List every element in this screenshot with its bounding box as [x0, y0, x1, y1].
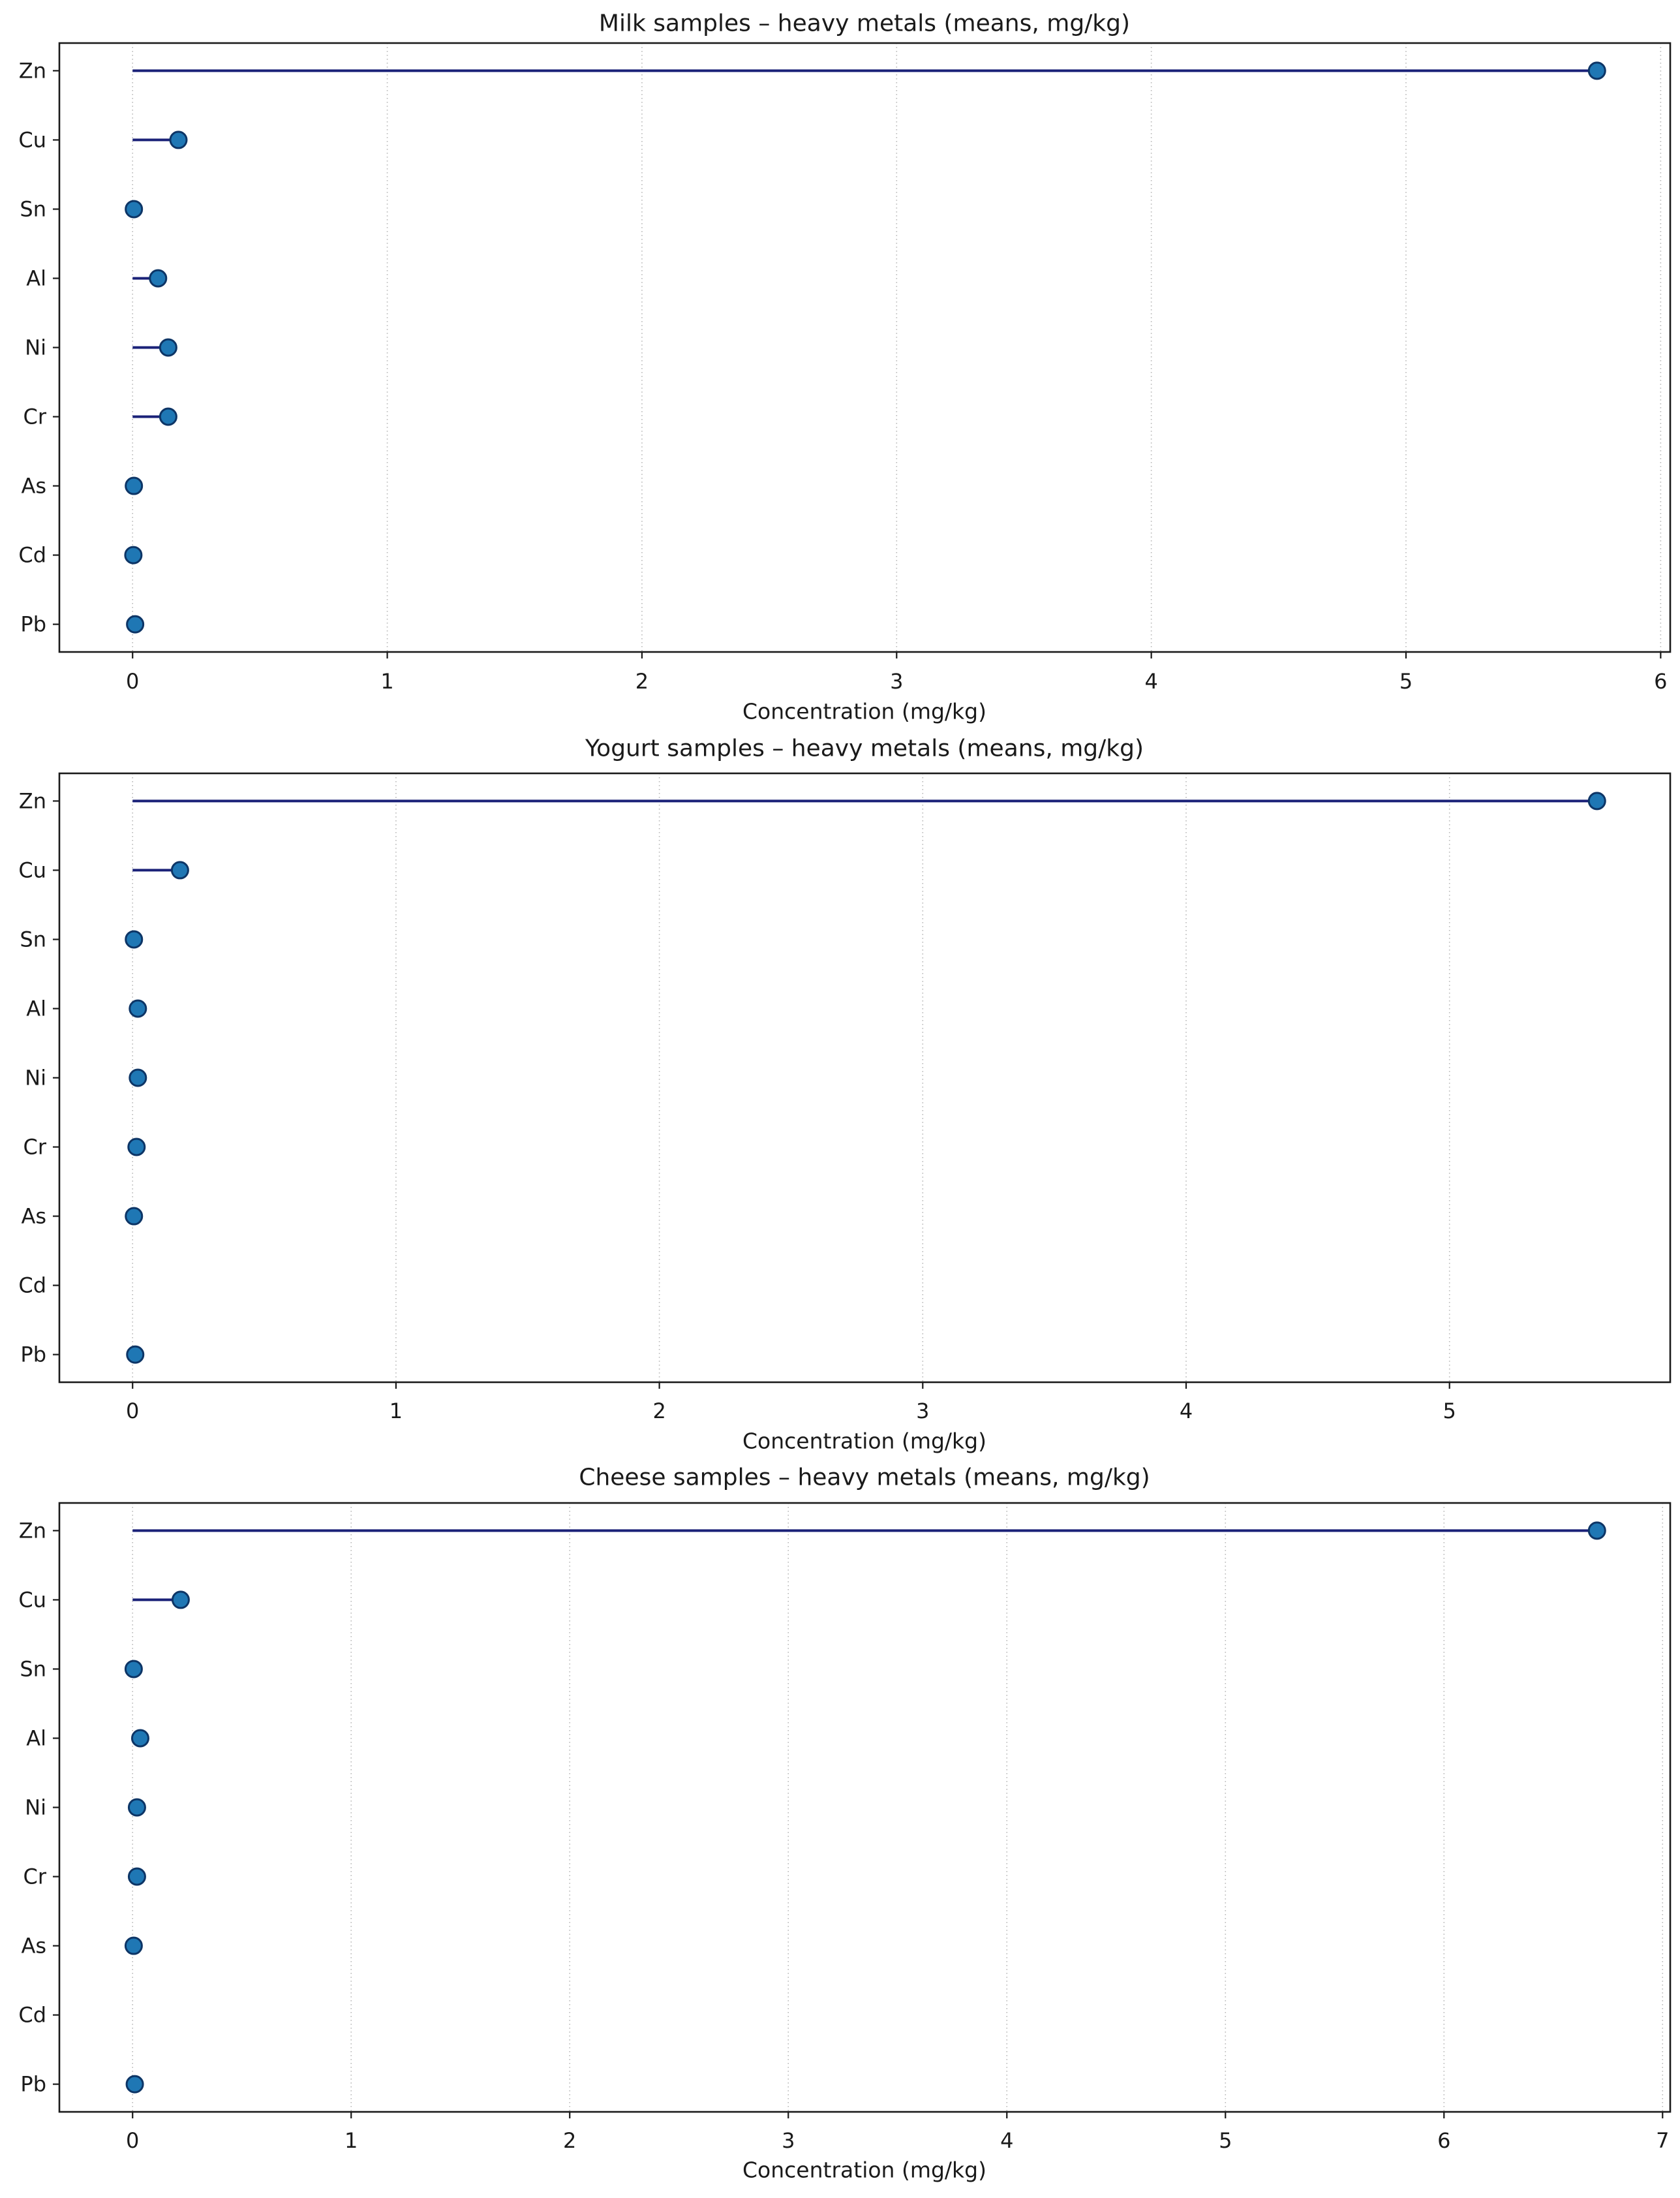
- as-dot: [125, 1207, 144, 1226]
- x-tick-label-5: 5: [1219, 2128, 1232, 2153]
- x-tick-label-3: 3: [916, 1399, 929, 1423]
- y-tick-label-zn: Zn: [19, 788, 46, 813]
- x-tick-label-1: 1: [389, 1399, 403, 1423]
- chart-milk-xaxis-label: Concentration (mg/kg): [742, 699, 986, 724]
- chart-milk-plot: 0 1 2 3 4 5 6 Zn Cu Sn Al Ni Cr As Cd Pb: [18, 42, 1672, 694]
- y-tick-label-cr: Cr: [23, 405, 47, 429]
- x-tick-label-5: 5: [1443, 1399, 1456, 1423]
- x-tick-label-7: 7: [1656, 2128, 1669, 2153]
- sn-dot: [124, 1660, 143, 1679]
- sn-dot: [125, 200, 144, 219]
- cu-dot: [171, 1590, 190, 1609]
- chart-yogurt-plot: 0 1 2 3 4 5 Zn Cu Sn Al Ni Cr As Cd Pb: [18, 772, 1672, 1423]
- y-tick-label-ni: Ni: [25, 335, 46, 360]
- chart-milk-title: Milk samples – heavy metals (means, mg/k…: [599, 10, 1130, 37]
- x-tick-label-2: 2: [652, 1399, 665, 1423]
- x-tick-label-2: 2: [563, 2128, 576, 2153]
- y-tick-label-al: Al: [26, 1726, 46, 1750]
- pb-dot: [125, 2075, 144, 2094]
- y-tick-label-pb: Pb: [20, 2072, 46, 2097]
- y-tick-label-ni: Ni: [25, 1066, 46, 1091]
- y-tick-label-cd: Cd: [18, 543, 46, 568]
- x-tick-label-6: 6: [1654, 669, 1667, 694]
- pb-dot: [126, 615, 145, 634]
- ni-dot: [127, 1798, 146, 1817]
- chart-cheese-plot: 0 1 2 3 4 5 6 7 Zn Cu Sn Al Ni Cr As Cd Pb: [18, 1502, 1672, 2153]
- y-tick-label-as: As: [21, 1204, 46, 1229]
- chart-cheese-xaxis-label: Concentration (mg/kg): [742, 2158, 986, 2183]
- chart-yogurt-title: Yogurt samples – heavy metals (means, mg…: [585, 735, 1144, 762]
- chart-milk: 0 1 2 3 4 5 6 Zn Cu Sn Al Ni Cr As Cd Pb Milk samples –…: [18, 10, 1672, 724]
- cd-dot: [124, 546, 143, 565]
- x-tick-label-4: 4: [1144, 669, 1157, 694]
- pb-dot: [126, 1345, 145, 1364]
- chart-cheese-title: Cheese samples – heavy metals (means, mg…: [579, 1464, 1150, 1491]
- cr-dot: [159, 407, 177, 426]
- x-tick-label-1: 1: [380, 669, 393, 694]
- y-tick-label-pb: Pb: [20, 1342, 46, 1367]
- y-tick-label-cd: Cd: [18, 2003, 46, 2028]
- x-tick-label-2: 2: [635, 669, 649, 694]
- y-tick-label-zn: Zn: [19, 58, 46, 83]
- y-tick-label-cu: Cu: [18, 127, 46, 152]
- cu-dot: [170, 861, 189, 880]
- zn-dot: [1587, 61, 1606, 80]
- y-tick-label-sn: Sn: [20, 1656, 46, 1681]
- al-dot: [149, 269, 168, 288]
- y-tick-label-cd: Cd: [18, 1273, 46, 1298]
- x-tick-label-4: 4: [1000, 2128, 1013, 2153]
- y-tick-label-cu: Cu: [18, 1587, 46, 1612]
- y-tick-label-al: Al: [26, 996, 46, 1021]
- ni-dot: [129, 1068, 147, 1087]
- y-tick-label-sn: Sn: [20, 196, 46, 221]
- y-tick-label-as: As: [21, 1934, 46, 1958]
- y-tick-label-cu: Cu: [18, 858, 46, 882]
- ni-dot: [159, 338, 177, 357]
- x-tick-label-0: 0: [126, 2128, 139, 2153]
- zn-dot: [1587, 1521, 1606, 1540]
- cr-dot: [127, 1138, 146, 1156]
- y-tick-label-cr: Cr: [23, 1135, 47, 1160]
- x-tick-label-0: 0: [126, 669, 139, 694]
- y-tick-label-al: Al: [26, 266, 46, 290]
- chart-cheese: 0 1 2 3 4 5 6 7 Zn Cu Sn Al Ni Cr As Cd Pb Cheese sample…: [18, 1464, 1672, 2183]
- x-tick-label-6: 6: [1437, 2128, 1450, 2153]
- x-tick-label-3: 3: [890, 669, 903, 694]
- al-dot: [129, 999, 147, 1018]
- y-tick-label-zn: Zn: [19, 1518, 46, 1543]
- cr-dot: [127, 1867, 146, 1886]
- al-dot: [130, 1729, 149, 1748]
- y-tick-label-ni: Ni: [25, 1795, 46, 1820]
- y-tick-label-as: As: [21, 474, 46, 499]
- x-tick-label-5: 5: [1399, 669, 1413, 694]
- chart-yogurt: 0 1 2 3 4 5 Zn Cu Sn Al Ni Cr As Cd Pb Yogurt samples …: [18, 735, 1672, 1454]
- zn-dot: [1587, 792, 1606, 811]
- x-tick-label-3: 3: [782, 2128, 795, 2153]
- x-tick-label-0: 0: [126, 1399, 139, 1423]
- x-tick-label-4: 4: [1180, 1399, 1193, 1423]
- sn-dot: [125, 930, 144, 949]
- cu-dot: [169, 131, 188, 149]
- y-tick-label-pb: Pb: [20, 612, 46, 637]
- as-dot: [125, 476, 144, 495]
- y-tick-label-sn: Sn: [20, 927, 46, 952]
- y-tick-label-cr: Cr: [23, 1865, 47, 1889]
- chart-yogurt-xaxis-label: Concentration (mg/kg): [742, 1429, 986, 1454]
- x-tick-label-1: 1: [344, 2128, 358, 2153]
- as-dot: [124, 1936, 143, 1955]
